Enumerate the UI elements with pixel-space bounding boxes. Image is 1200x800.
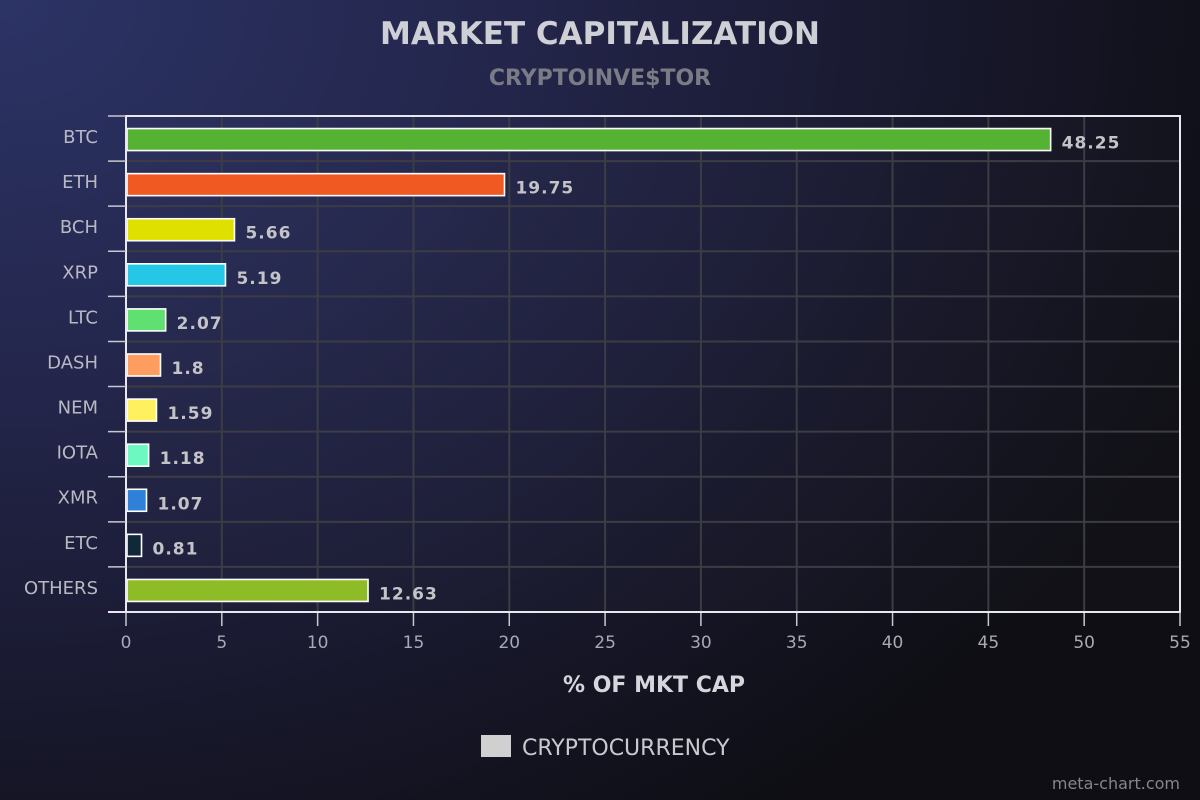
value-label-eth: 19.75 xyxy=(515,179,574,199)
plot-area: BTC ETH BCH XRP LTC DASH NEM IOTA XMR ETC OTHERS 0… xyxy=(24,115,1191,653)
x-tick-label: 5 xyxy=(216,633,227,653)
value-label-others: 12.63 xyxy=(379,584,438,604)
x-tick-label: 45 xyxy=(978,633,1000,653)
bar-iota[interactable] xyxy=(126,443,150,467)
value-label-etc: 0.81 xyxy=(153,539,199,559)
category-labels: BTC ETH BCH XRP LTC DASH NEM IOTA XMR ETC OTHERS xyxy=(24,127,99,599)
x-tick-label: 0 xyxy=(121,633,132,653)
value-label-xrp: 5.19 xyxy=(236,269,282,289)
axes xyxy=(108,115,1181,626)
tick-labels: 0 5 10 15 20 25 30 35 40 45 50 55 xyxy=(121,633,1191,653)
x-tick-label: 20 xyxy=(498,633,520,653)
category-label-iota: IOTA xyxy=(57,443,99,464)
bar-dash[interactable] xyxy=(126,353,162,377)
category-label-etc: ETC xyxy=(64,533,98,554)
category-label-xmr: XMR xyxy=(58,488,98,509)
bar-xrp[interactable] xyxy=(126,263,227,287)
category-label-others: OTHERS xyxy=(24,578,98,599)
value-label-dash: 1.8 xyxy=(171,359,204,379)
bar-eth[interactable] xyxy=(126,172,506,197)
value-label-bch: 5.66 xyxy=(245,224,291,244)
x-tick-label: 25 xyxy=(594,633,616,653)
x-tick-label: 55 xyxy=(1169,633,1191,653)
bar-etc[interactable] xyxy=(126,533,143,558)
bar-bch[interactable] xyxy=(126,217,236,242)
bar-ltc[interactable] xyxy=(126,308,167,332)
x-tick-label: 35 xyxy=(786,633,808,653)
x-axis-label: % OF MKT CAP xyxy=(563,673,745,698)
value-label-iota: 1.18 xyxy=(160,449,206,469)
x-tick-label: 15 xyxy=(403,633,425,653)
value-label-xmr: 1.07 xyxy=(158,494,204,514)
value-labels: 48.25 19.75 5.66 5.19 2.07 1.8 1.59 1.18 1.07 0.8… xyxy=(153,134,1121,605)
bar-btc[interactable] xyxy=(126,127,1052,152)
bar-others[interactable] xyxy=(126,578,369,603)
x-tick-label: 40 xyxy=(882,633,904,653)
bar-xmr[interactable] xyxy=(126,488,148,513)
legend[interactable]: CRYPTOCURRENCY xyxy=(481,735,730,761)
category-label-dash: DASH xyxy=(47,352,98,373)
value-label-btc: 48.25 xyxy=(1062,134,1121,154)
x-tick-label: 10 xyxy=(307,633,329,653)
x-tick-label: 30 xyxy=(690,633,712,653)
category-label-xrp: XRP xyxy=(62,262,98,283)
category-label-eth: ETH xyxy=(62,172,98,193)
value-label-nem: 1.59 xyxy=(167,404,213,424)
chart-title: MARKET CAPITALIZATION xyxy=(380,16,820,52)
category-label-bch: BCH xyxy=(60,217,98,238)
legend-label[interactable]: CRYPTOCURRENCY xyxy=(522,736,730,761)
category-label-nem: NEM xyxy=(58,398,98,419)
legend-swatch[interactable] xyxy=(481,735,511,757)
value-label-ltc: 2.07 xyxy=(177,314,223,334)
chart-subtitle: CRYPTOINVE$TOR xyxy=(489,66,711,91)
x-tick-label: 50 xyxy=(1073,633,1095,653)
bar-nem[interactable] xyxy=(126,398,158,422)
watermark: meta-chart.com xyxy=(1052,774,1180,793)
category-label-ltc: LTC xyxy=(68,307,98,328)
category-label-btc: BTC xyxy=(63,127,98,148)
